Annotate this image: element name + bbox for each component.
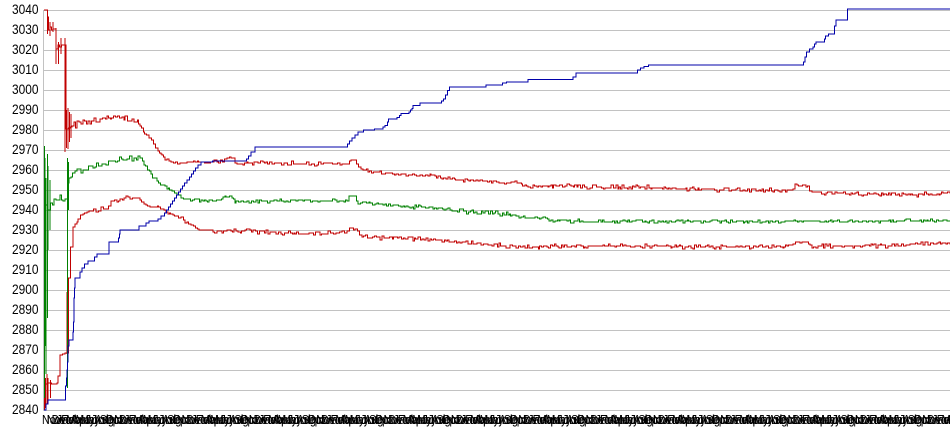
svg-text:2920: 2920 xyxy=(12,241,39,257)
svg-text:2930: 2930 xyxy=(12,221,39,237)
svg-text:2970: 2970 xyxy=(12,141,39,157)
svg-text:2950: 2950 xyxy=(12,181,39,197)
svg-text:3010: 3010 xyxy=(12,61,39,77)
svg-text:2880: 2880 xyxy=(12,321,39,337)
svg-text:Apr: Apr xyxy=(946,412,950,427)
svg-text:2870: 2870 xyxy=(12,341,39,357)
svg-text:3000: 3000 xyxy=(12,81,39,97)
svg-text:2910: 2910 xyxy=(12,261,39,277)
svg-text:2940: 2940 xyxy=(12,201,39,217)
svg-text:2900: 2900 xyxy=(12,281,39,297)
svg-text:2990: 2990 xyxy=(12,101,39,117)
svg-text:2840: 2840 xyxy=(12,401,39,417)
svg-text:2850: 2850 xyxy=(12,381,39,397)
svg-text:2960: 2960 xyxy=(12,161,39,177)
svg-text:3020: 3020 xyxy=(12,41,39,57)
svg-text:2890: 2890 xyxy=(12,301,39,317)
svg-text:2860: 2860 xyxy=(12,361,39,377)
svg-text:2980: 2980 xyxy=(12,121,39,137)
svg-text:3030: 3030 xyxy=(12,21,39,37)
svg-text:3040: 3040 xyxy=(12,1,39,17)
